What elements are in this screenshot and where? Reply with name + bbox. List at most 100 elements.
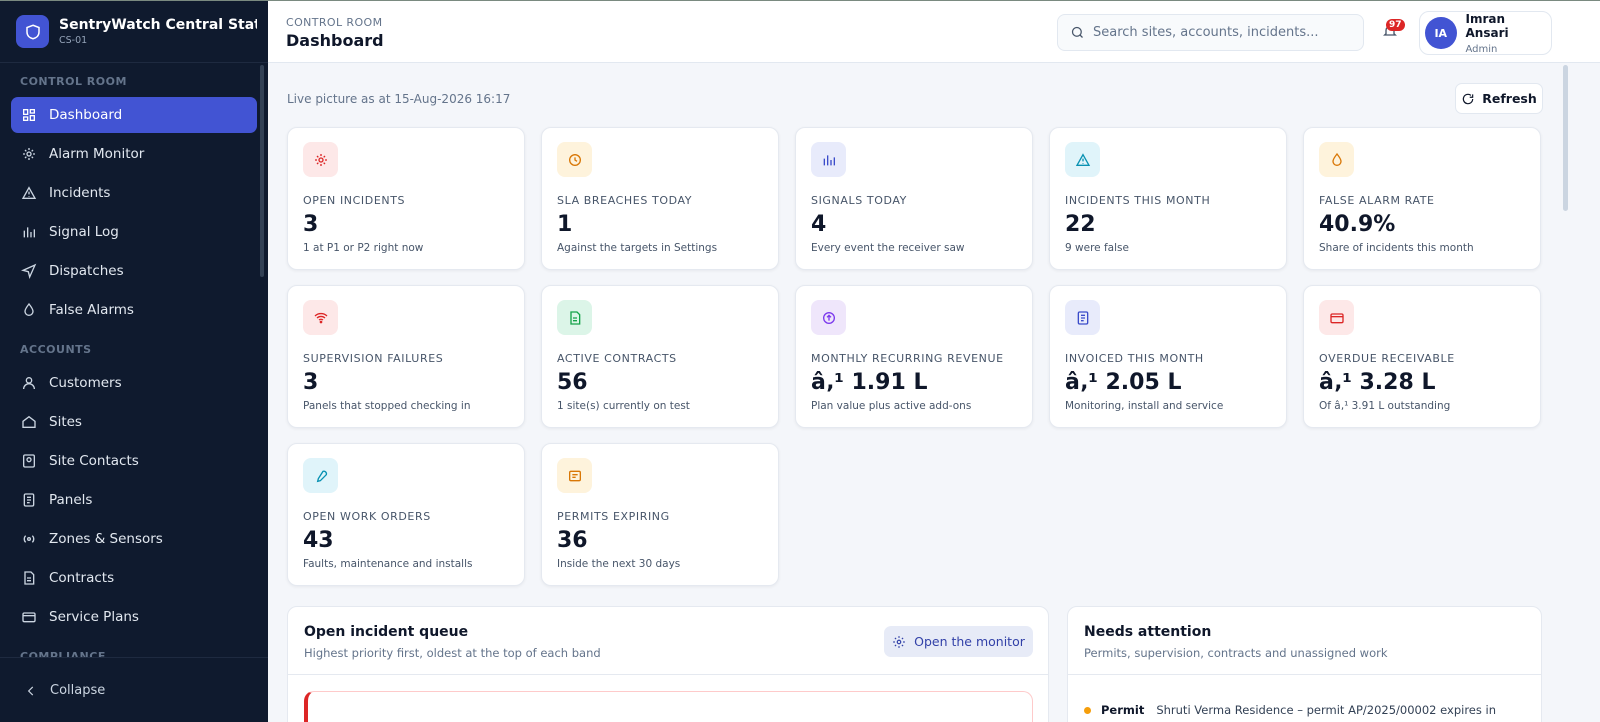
kpi-icon bbox=[811, 300, 846, 335]
kpi-icon bbox=[557, 300, 592, 335]
nav-item[interactable]: Service Plans bbox=[11, 599, 257, 635]
kpi-label: OPEN WORK ORDERS bbox=[303, 510, 431, 523]
nav-item[interactable]: Site Contacts bbox=[11, 443, 257, 479]
kpi-note: 1 site(s) currently on test bbox=[557, 400, 690, 412]
nav-label: Signal Log bbox=[49, 224, 119, 240]
kpi-label: MONTHLY RECURRING REVENUE bbox=[811, 352, 1004, 365]
nav-label: Alarm Monitor bbox=[49, 146, 145, 162]
kpi-note: Every event the receiver saw bbox=[811, 242, 965, 254]
sidebar: SentryWatch Central Station CS-01 CONTRO… bbox=[0, 1, 268, 722]
kpi-value: 22 bbox=[1065, 212, 1096, 237]
button-label: Open the monitor bbox=[914, 634, 1025, 649]
icon bbox=[316, 470, 327, 482]
nav-item[interactable]: Contracts bbox=[11, 560, 257, 596]
attention-item[interactable]: Permit Shruti Verma Residence – permit AP… bbox=[1084, 703, 1496, 717]
nav-item[interactable]: Sites bbox=[11, 404, 257, 440]
collapse[interactable]: Collapse bbox=[0, 657, 268, 722]
nav-item[interactable]: Dispatches bbox=[11, 253, 257, 289]
kpi-value: 36 bbox=[557, 528, 588, 553]
icon bbox=[822, 311, 835, 324]
item-text: Shruti Verma Residence – permit AP/2025/… bbox=[1156, 703, 1497, 717]
icon bbox=[314, 312, 327, 323]
nav: CONTROL ROOM Dashboard Alarm Monitor Incide… bbox=[0, 63, 268, 669]
nav-item[interactable]: False Alarms bbox=[11, 292, 257, 328]
icon bbox=[22, 612, 36, 623]
icon bbox=[21, 186, 37, 199]
icon bbox=[823, 154, 835, 165]
kpi-card: FALSE ALARM RATE 40.9% Share of incidents … bbox=[1303, 127, 1541, 270]
nav-label: Sites bbox=[49, 414, 82, 430]
nav-label: Contracts bbox=[49, 570, 115, 586]
kpi-icon bbox=[557, 458, 592, 493]
kpi-icon bbox=[1065, 142, 1100, 177]
panel-title: Open incident queue bbox=[304, 624, 469, 640]
topbar: CONTROL ROOM Dashboard Search sites, acc… bbox=[268, 1, 1600, 63]
kpi-value: 4 bbox=[811, 212, 827, 237]
kpi-value: 43 bbox=[303, 528, 334, 553]
section-heading: ACCOUNTS bbox=[20, 343, 92, 356]
kpi-label: FALSE ALARM RATE bbox=[1319, 194, 1435, 207]
kpi-value: â‚¹ 3.28 L bbox=[1319, 370, 1436, 395]
page-scrollbar bbox=[1563, 65, 1568, 211]
brand-code: CS-01 bbox=[59, 35, 88, 46]
icon bbox=[23, 454, 35, 468]
icon bbox=[22, 109, 35, 121]
kpi-value: 40.9% bbox=[1319, 212, 1396, 237]
kpi-card: INVOICED THIS MONTH â‚¹ 2.05 L Monitoring,… bbox=[1049, 285, 1287, 428]
kicker: CONTROL ROOM bbox=[286, 16, 383, 29]
kpi-icon bbox=[1065, 300, 1100, 335]
icon bbox=[568, 153, 581, 166]
nav-item[interactable]: Panels bbox=[11, 482, 257, 518]
kpi-card: OPEN INCIDENTS 3 1 at P1 or P2 right now bbox=[287, 127, 525, 270]
kpi-value: â‚¹ 2.05 L bbox=[1065, 370, 1182, 395]
icon bbox=[23, 227, 35, 238]
icon bbox=[21, 263, 37, 279]
kpi-card: SUPERVISION FAILURES 3 Panels that stopped… bbox=[287, 285, 525, 428]
nav-label: Incidents bbox=[49, 185, 111, 201]
user-name: Imran Ansari bbox=[1465, 11, 1509, 40]
avatar: IA bbox=[1425, 17, 1457, 49]
icon bbox=[568, 470, 581, 481]
nav-item[interactable]: Alarm Monitor bbox=[11, 136, 257, 172]
kpi-label: OPEN INCIDENTS bbox=[303, 194, 406, 207]
kpi-card: MONTHLY RECURRING REVENUE â‚¹ 1.91 L Plan … bbox=[795, 285, 1033, 428]
kpi-note: Plan value plus active add-ons bbox=[811, 400, 972, 412]
search[interactable]: Search sites, accounts, incidents... bbox=[1057, 14, 1364, 51]
kpi-card: PERMITS EXPIRING 36 Inside the next 30 day… bbox=[541, 443, 779, 586]
kpi-icon bbox=[557, 142, 592, 177]
kpi-label: INCIDENTS THIS MONTH bbox=[1065, 194, 1211, 207]
nav-item[interactable]: Signal Log bbox=[11, 214, 257, 250]
icon bbox=[23, 493, 35, 507]
kpi-icon bbox=[1319, 142, 1354, 177]
nav-item[interactable]: Dashboard bbox=[11, 97, 257, 133]
search-placeholder: Search sites, accounts, incidents... bbox=[1093, 25, 1319, 40]
open-monitor[interactable]: Open the monitor bbox=[884, 626, 1033, 657]
kpi-card: SIGNALS TODAY 4 Every event the receiver s… bbox=[795, 127, 1033, 270]
user-role: Admin bbox=[1465, 43, 1498, 55]
icon bbox=[24, 302, 34, 316]
icon bbox=[1331, 152, 1342, 166]
icon bbox=[23, 535, 35, 543]
kpi-note: Of â‚¹ 3.91 L outstanding bbox=[1319, 400, 1451, 412]
refresh-button[interactable]: Refresh bbox=[1455, 83, 1543, 114]
section-heading: CONTROL ROOM bbox=[20, 75, 127, 88]
kpi-label: ACTIVE CONTRACTS bbox=[557, 352, 677, 365]
scrollbar bbox=[260, 65, 264, 277]
kpi-label: SIGNALS TODAY bbox=[811, 194, 907, 207]
kpi-card: OVERDUE RECEIVABLE â‚¹ 3.28 L Of â‚¹ 3.91 … bbox=[1303, 285, 1541, 428]
brand: SentryWatch Central Station CS-01 bbox=[0, 1, 268, 63]
user[interactable]: IA Imran Ansari Admin bbox=[1419, 11, 1552, 55]
icon bbox=[1075, 152, 1090, 166]
kpi-value: 3 bbox=[303, 212, 319, 237]
kpi-note: Inside the next 30 days bbox=[557, 558, 681, 570]
panel-subtitle: Highest priority first, oldest at the to… bbox=[304, 646, 601, 660]
kpi-value: 56 bbox=[557, 370, 588, 395]
kpi-label: PERMITS EXPIRING bbox=[557, 510, 670, 523]
nav-item[interactable]: Zones & Sensors bbox=[11, 521, 257, 557]
kpi-note: Panels that stopped checking in bbox=[303, 400, 471, 412]
nav-item[interactable]: Customers bbox=[11, 365, 257, 401]
nav-item[interactable]: Incidents bbox=[11, 175, 257, 211]
queue-item[interactable] bbox=[304, 691, 1033, 722]
kpi-icon bbox=[303, 458, 338, 493]
